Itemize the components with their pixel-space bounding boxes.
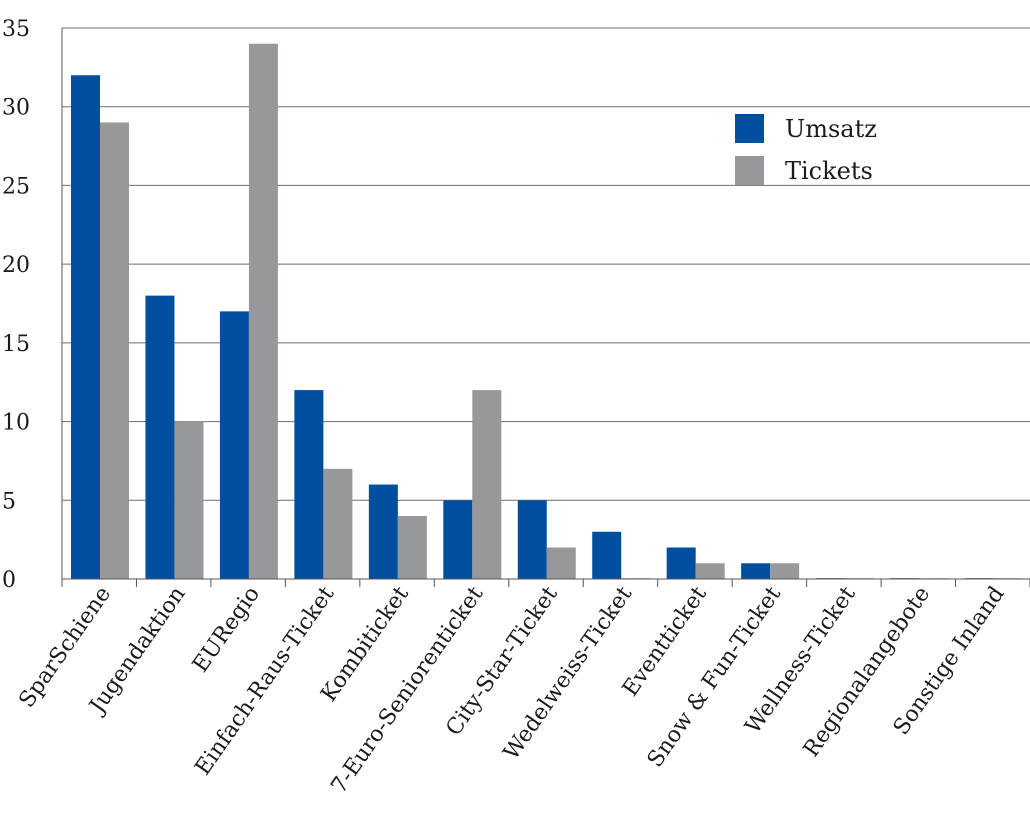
bar-umsatz-1 [145,295,175,579]
legend: Umsatz Tickets [735,114,877,185]
category-label-9: Snow & Fun-Ticket [643,582,787,772]
category-label-7: Wedelweiss-Ticket [499,582,637,765]
category-label-11: Regionalangebote [799,582,935,762]
bar-umsatz-2 [219,311,249,579]
y-tick-label-35: 35 [2,17,30,42]
bar-tickets-0 [100,122,129,579]
y-tick-label-20: 20 [2,253,30,278]
bar-tickets-3 [323,468,353,579]
bar-tickets-6 [546,547,576,579]
y-tick-label-5: 5 [2,489,16,514]
bar-umsatz-3 [294,390,324,579]
bar-tickets-5 [472,390,502,579]
category-label-3: Einfach-Raus-Ticket [191,582,340,780]
bar-umsatz-0 [71,75,100,579]
bar-umsatz-7 [592,531,622,579]
category-label-2: EURegio [188,582,265,677]
bar-umsatz-6 [517,500,547,579]
legend-swatch-tickets [735,156,764,185]
bar-umsatz-9 [741,563,771,579]
bar-umsatz-4 [368,484,398,579]
bar-tickets-2 [248,43,278,579]
bars [71,43,1023,579]
y-tick-label-15: 15 [2,332,30,357]
y-tick-label-30: 30 [2,96,30,121]
legend-label-tickets: Tickets [785,157,873,185]
bar-umsatz-8 [666,547,696,579]
bar-tickets-4 [397,516,427,579]
y-tick-label-0: 0 [2,568,16,593]
y-tick-labels: 0 5 10 15 20 25 30 35 [2,17,30,593]
y-tick-label-10: 10 [2,411,30,436]
bar-tickets-9 [770,563,800,579]
category-label-5: 7-Euro-Seniorenticket [327,582,489,798]
bar-tickets-8 [695,563,725,579]
category-labels: SparSchieneJugendaktionEURegioEinfach-Ra… [14,582,1009,798]
bar-tickets-1 [174,421,204,579]
y-tick-label-25: 25 [2,174,30,199]
grid-lines [62,27,1030,501]
bar-umsatz-5 [443,500,473,579]
legend-swatch-umsatz [735,114,764,143]
legend-label-umsatz: Umsatz [785,115,877,143]
axes [61,28,1030,587]
